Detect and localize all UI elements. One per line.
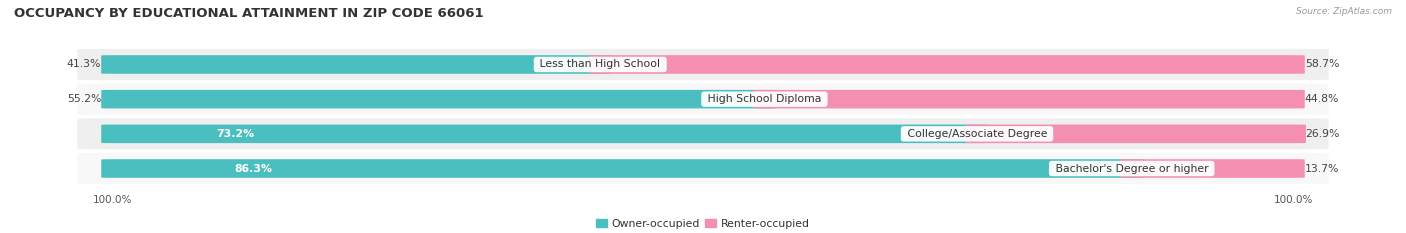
Text: 44.8%: 44.8% — [1305, 94, 1339, 104]
Text: OCCUPANCY BY EDUCATIONAL ATTAINMENT IN ZIP CODE 66061: OCCUPANCY BY EDUCATIONAL ATTAINMENT IN Z… — [14, 7, 484, 20]
Text: 13.7%: 13.7% — [1305, 164, 1339, 174]
Text: 41.3%: 41.3% — [67, 59, 101, 69]
FancyBboxPatch shape — [101, 90, 776, 108]
Text: 26.9%: 26.9% — [1305, 129, 1339, 139]
FancyBboxPatch shape — [754, 90, 1305, 108]
FancyBboxPatch shape — [77, 118, 1329, 149]
FancyBboxPatch shape — [77, 49, 1329, 80]
Text: High School Diploma: High School Diploma — [704, 94, 825, 104]
Text: 55.2%: 55.2% — [67, 94, 101, 104]
FancyBboxPatch shape — [101, 159, 1143, 178]
Text: College/Associate Degree: College/Associate Degree — [904, 129, 1050, 139]
FancyBboxPatch shape — [77, 153, 1329, 184]
FancyBboxPatch shape — [77, 84, 1329, 115]
Text: 58.7%: 58.7% — [1305, 59, 1339, 69]
FancyBboxPatch shape — [1121, 159, 1305, 178]
FancyBboxPatch shape — [101, 55, 612, 74]
Text: Bachelor's Degree or higher: Bachelor's Degree or higher — [1052, 164, 1212, 174]
Text: 86.3%: 86.3% — [235, 164, 273, 174]
Text: 73.2%: 73.2% — [217, 129, 254, 139]
FancyBboxPatch shape — [101, 125, 988, 143]
FancyBboxPatch shape — [966, 125, 1306, 143]
FancyBboxPatch shape — [589, 55, 1305, 74]
Legend: Owner-occupied, Renter-occupied: Owner-occupied, Renter-occupied — [592, 215, 814, 233]
Text: Source: ZipAtlas.com: Source: ZipAtlas.com — [1296, 7, 1392, 16]
Text: Less than High School: Less than High School — [537, 59, 664, 69]
